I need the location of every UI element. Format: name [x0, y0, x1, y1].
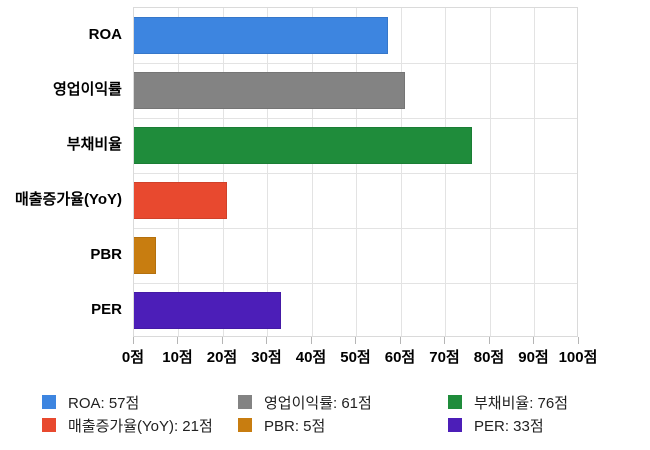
gridline-horizontal [134, 62, 577, 64]
x-tick-label: 30점 [251, 349, 282, 366]
axis-tick-mark [266, 337, 267, 344]
legend-item: 영업이익률: 61점 [238, 394, 372, 412]
axis-tick-mark [577, 337, 579, 344]
legend-item: 매출증가율(YoY): 21점 [42, 417, 213, 435]
gridline-horizontal [134, 172, 577, 174]
x-tick-label: 60점 [384, 349, 416, 366]
x-tick-label: 50점 [340, 349, 371, 366]
x-tick-label: 0점 [121, 349, 145, 366]
gridline-vertical [445, 8, 446, 336]
legend-item: PER: 33점 [448, 417, 544, 435]
category-label: 매출증가율(YoY) [14, 191, 122, 208]
axis-tick-mark [310, 337, 312, 344]
legend-swatch [448, 395, 462, 409]
x-tick-label: 10점 [162, 349, 193, 366]
x-tick-label: 80점 [473, 349, 505, 366]
axis-tick-mark [488, 337, 490, 344]
legend-swatch [238, 395, 252, 409]
legend-label: ROA: 57점 [68, 394, 140, 412]
x-tick-label: 100점 [558, 349, 598, 366]
gridline-vertical [178, 8, 179, 336]
bar-series-1 [134, 72, 406, 109]
legend-item: 부채비율: 76점 [448, 394, 569, 412]
x-tick-label: 20점 [206, 349, 238, 366]
gridline-vertical [356, 8, 357, 336]
legend-label: 매출증가율(YoY): 21점 [68, 417, 213, 435]
category-label: ROA [88, 26, 122, 43]
legend-label: PER: 33점 [474, 417, 544, 435]
axis-tick-mark [355, 337, 356, 344]
category-label: PBR [90, 246, 122, 263]
bar-series-5 [134, 292, 281, 329]
legend-swatch [42, 418, 56, 432]
legend-item: PBR: 5점 [238, 417, 326, 435]
category-label: 영업이익률 [52, 81, 122, 98]
gridline-horizontal [134, 282, 577, 284]
gridline-vertical [311, 8, 313, 336]
x-tick-label: 40점 [295, 349, 327, 366]
axis-tick-mark [177, 337, 178, 344]
bar-series-3 [134, 182, 228, 219]
bar-series-2 [134, 127, 473, 164]
legend-swatch [42, 395, 56, 409]
legend-label: PBR: 5점 [264, 417, 326, 435]
legend-label: 영업이익률: 61점 [264, 394, 372, 412]
x-tick-label: 70점 [429, 349, 460, 366]
gridline-vertical [267, 8, 268, 336]
axis-tick-mark [444, 337, 445, 344]
gridline-vertical [222, 8, 224, 336]
gridline-horizontal [134, 227, 577, 229]
plot-area [133, 7, 578, 337]
bar-series-4 [134, 237, 157, 274]
gridline-horizontal [134, 117, 577, 119]
legend-label: 부채비율: 76점 [474, 394, 569, 412]
legend-swatch [448, 418, 462, 432]
legend-item: ROA: 57점 [42, 394, 140, 412]
x-tick-label: 90점 [518, 349, 549, 366]
axis-tick-mark [399, 337, 401, 344]
axis-tick-mark [132, 337, 134, 344]
gridline-vertical [489, 8, 491, 336]
gridline-vertical [534, 8, 535, 336]
legend-swatch [238, 418, 252, 432]
category-label: PER [91, 301, 122, 318]
axis-tick-mark [533, 337, 534, 344]
category-label: 부채비율 [66, 136, 122, 153]
axis-tick-mark [221, 337, 223, 344]
bar-series-0 [134, 17, 388, 54]
gridline-vertical [400, 8, 402, 336]
